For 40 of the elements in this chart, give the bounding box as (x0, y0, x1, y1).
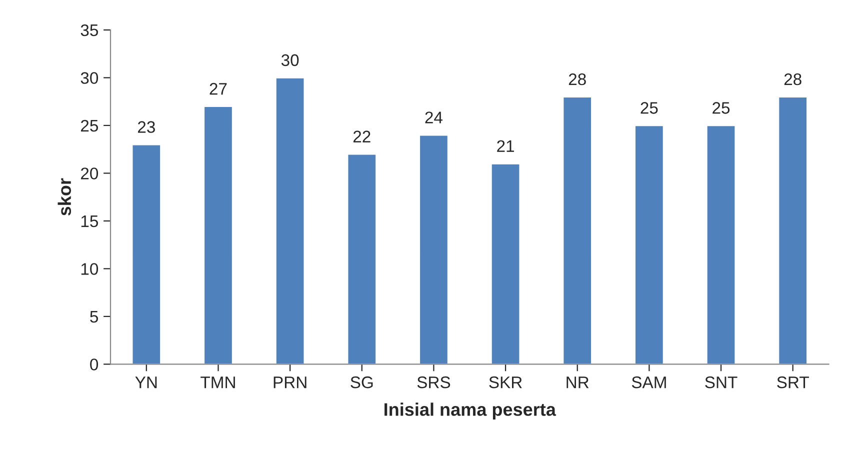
x-tick-label: PRN (274, 376, 306, 388)
y-axis-title: skor (58, 178, 72, 216)
y-tick-label: 20 (80, 168, 98, 180)
x-tick-label: SKR (489, 376, 522, 388)
x-tick-label: NR (566, 376, 589, 388)
x-tick-label: YN (135, 376, 157, 388)
data-label: 28 (784, 73, 802, 86)
bar (203, 106, 234, 364)
data-label: 27 (210, 82, 227, 95)
y-tick-label: 10 (81, 263, 98, 275)
bar (634, 124, 664, 364)
data-label: 25 (712, 102, 730, 114)
data-label: 25 (640, 102, 658, 114)
x-tick-label: TMN (200, 376, 235, 388)
data-label: 21 (497, 140, 514, 152)
data-label: 30 (281, 54, 299, 66)
bar (562, 96, 592, 364)
data-label: 24 (425, 112, 442, 124)
x-axis-title: Inisial nama peserta (384, 402, 556, 420)
bar (418, 134, 449, 364)
x-tick-label: SRT (777, 376, 809, 388)
bar (490, 162, 521, 364)
bar (346, 153, 377, 364)
y-tick-label: 25 (80, 120, 98, 132)
bar (706, 124, 736, 364)
bar (778, 96, 808, 364)
data-label: 22 (353, 130, 370, 142)
data-label: 23 (138, 121, 155, 133)
bar (131, 144, 162, 364)
y-tick-label: 15 (81, 216, 98, 228)
y-tick-label: 0 (90, 358, 98, 370)
x-tick-label: SRS (417, 376, 450, 388)
y-tick-label: 5 (90, 311, 98, 323)
x-tick-label: SG (350, 376, 373, 388)
x-tick-label: SNT (705, 376, 738, 388)
y-tick-label: 35 (80, 24, 98, 36)
data-label: 28 (568, 73, 586, 86)
x-tick-label: SAM (632, 376, 666, 388)
y-tick-label: 30 (80, 72, 98, 84)
bar (275, 77, 306, 364)
